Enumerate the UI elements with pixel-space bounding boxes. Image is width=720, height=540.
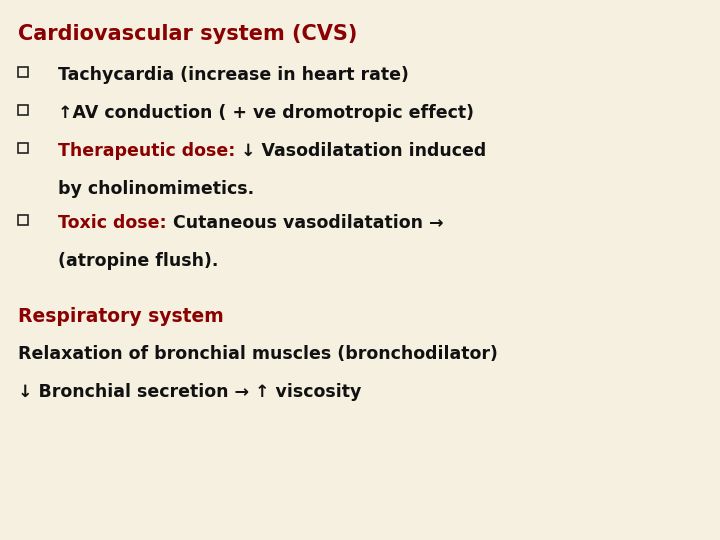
Text: Toxic dose:: Toxic dose: [58, 214, 166, 232]
Bar [18, 215, 28, 225]
Bar [18, 67, 28, 77]
Bar [18, 105, 28, 115]
Text: ↓ Vasodilatation induced: ↓ Vasodilatation induced [235, 142, 487, 160]
Text: (atropine flush).: (atropine flush). [58, 252, 218, 270]
Text: Respiratory system: Respiratory system [18, 307, 224, 326]
Text: ↓ Bronchial secretion → ↑ viscosity: ↓ Bronchial secretion → ↑ viscosity [18, 383, 361, 401]
Bar [18, 143, 28, 153]
Text: by cholinomimetics.: by cholinomimetics. [58, 180, 254, 198]
Text: Therapeutic dose:: Therapeutic dose: [58, 142, 235, 160]
Text: ↑AV conduction ( + ve dromotropic effect): ↑AV conduction ( + ve dromotropic effect… [58, 104, 474, 122]
Text: Relaxation of bronchial muscles (bronchodilator): Relaxation of bronchial muscles (broncho… [18, 345, 498, 363]
Text: Cardiovascular system (CVS): Cardiovascular system (CVS) [18, 24, 357, 44]
Text: Cutaneous vasodilatation →: Cutaneous vasodilatation → [166, 214, 443, 232]
Text: Tachycardia (increase in heart rate): Tachycardia (increase in heart rate) [58, 66, 409, 84]
